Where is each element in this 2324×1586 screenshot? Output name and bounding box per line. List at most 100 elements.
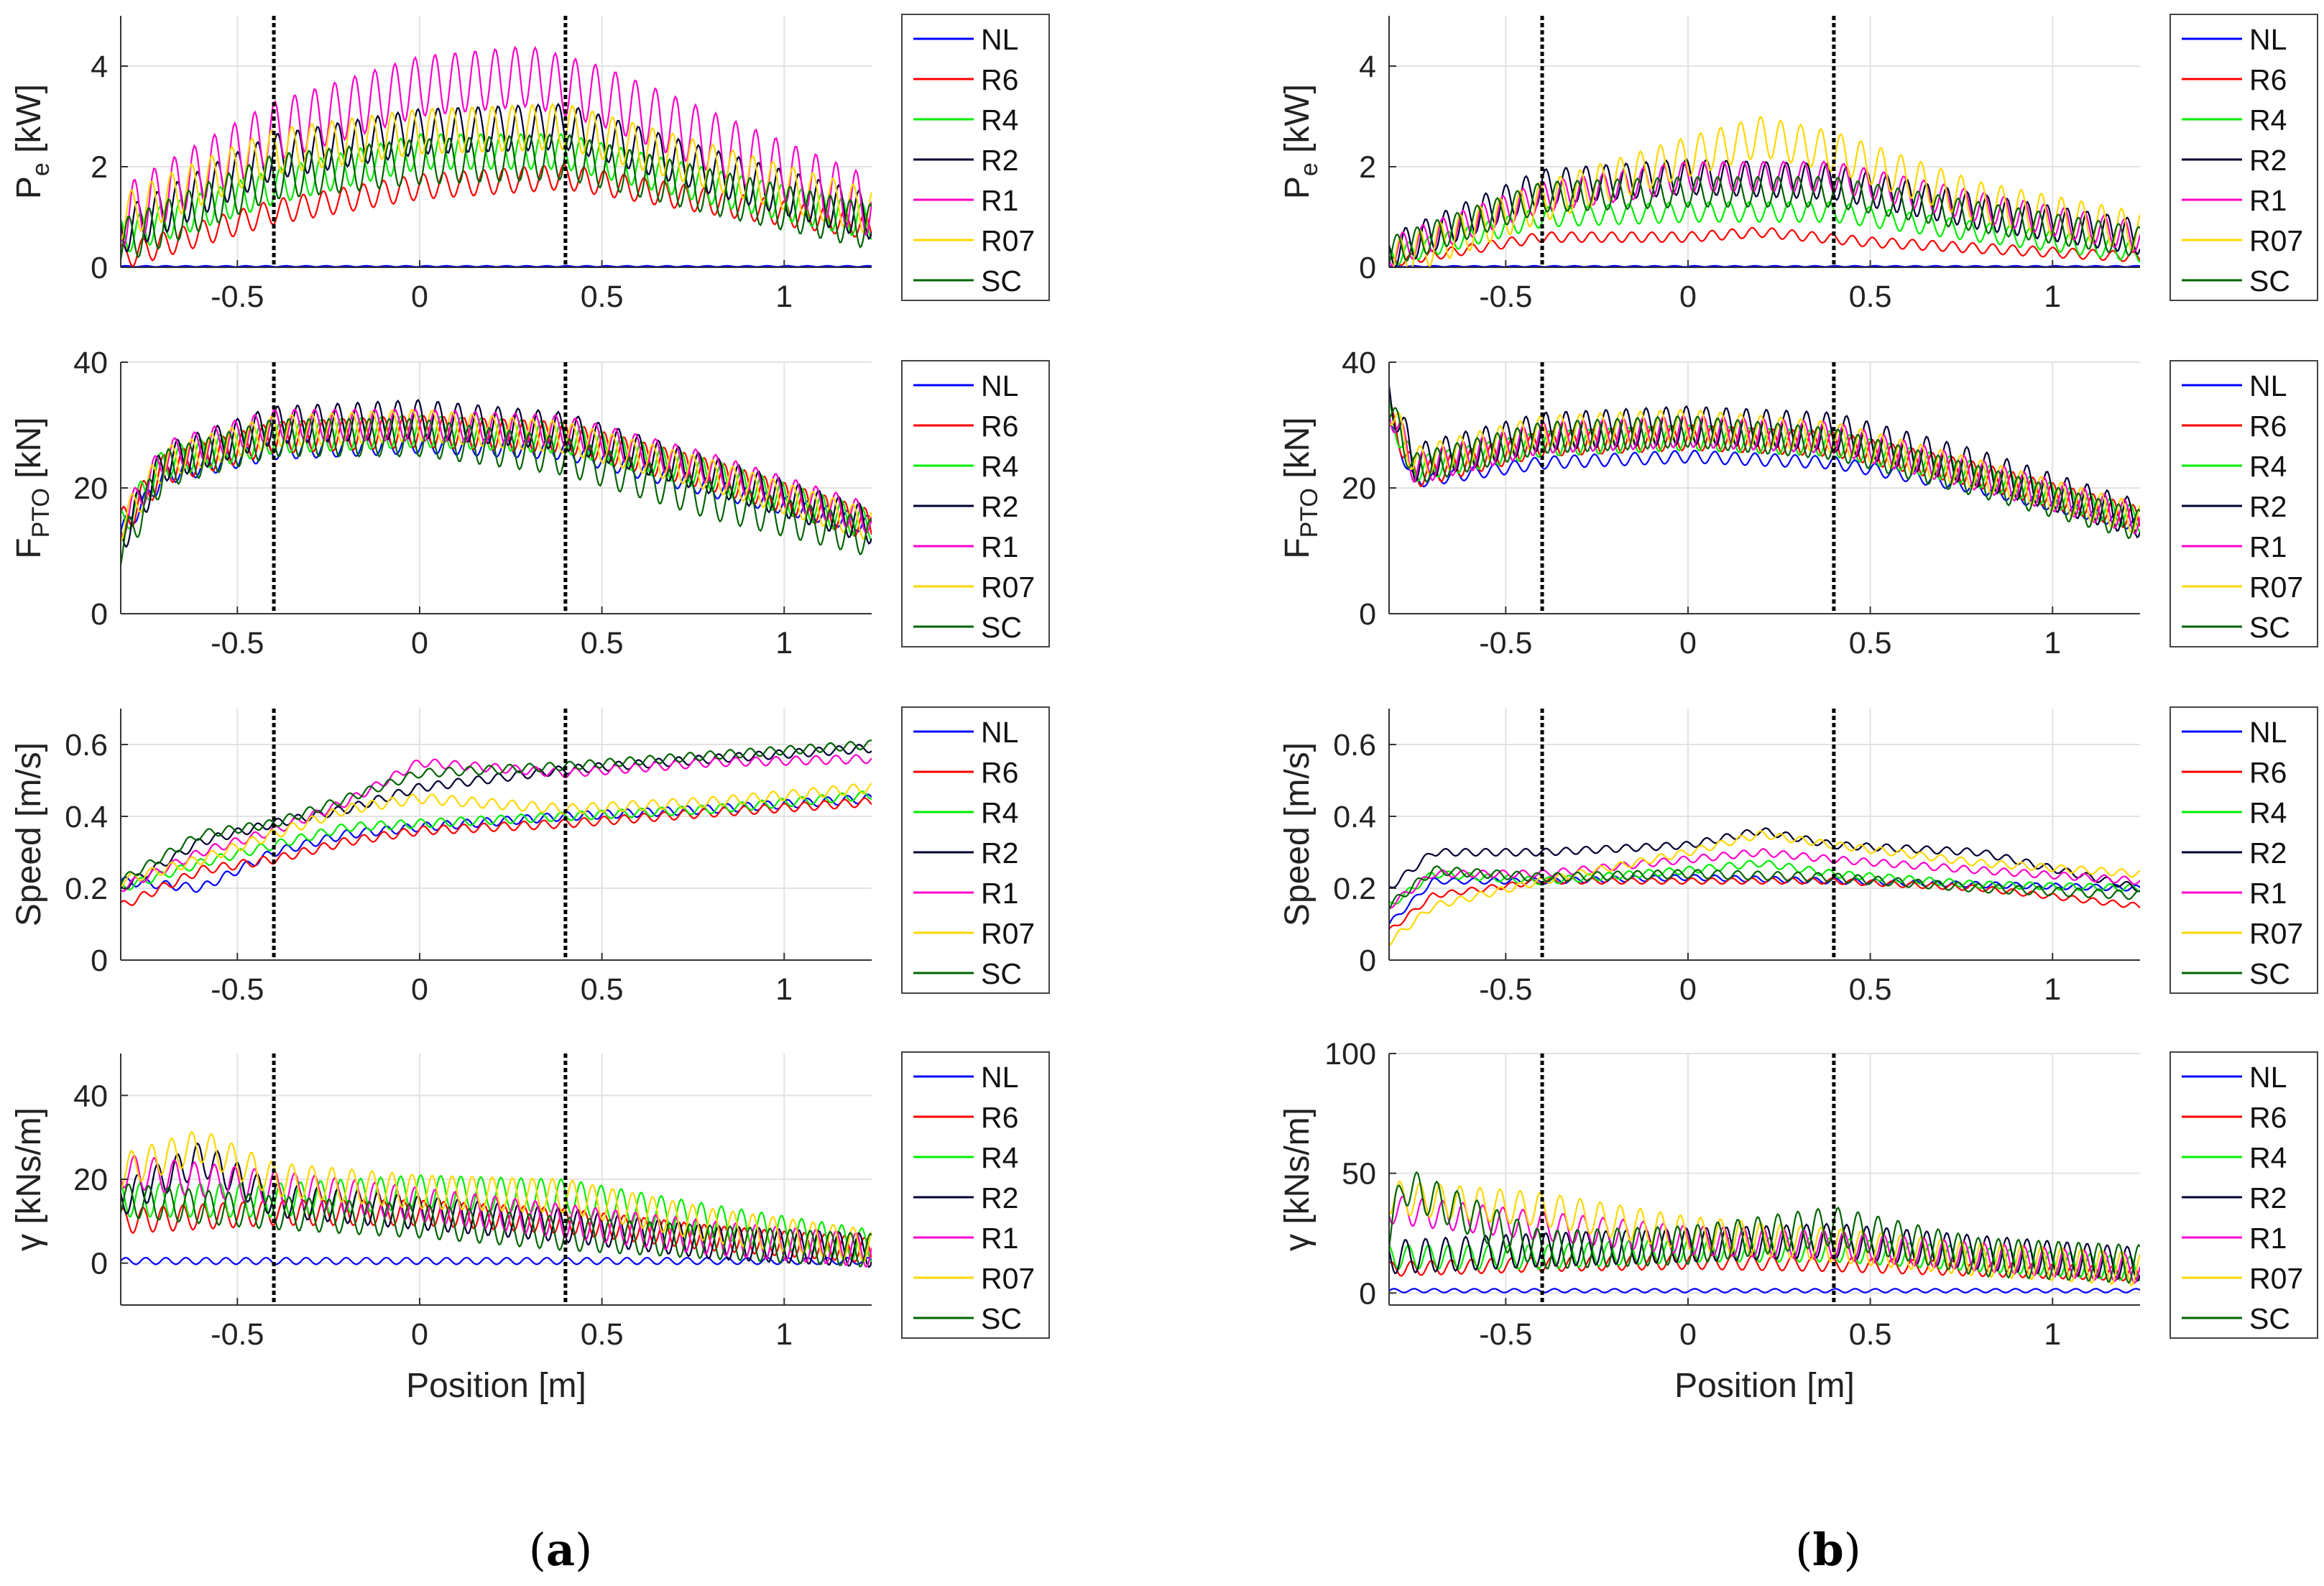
legend-label-R2: R2 [2249,836,2287,870]
series-line-R4 [1389,200,2140,266]
legend-label-R1: R1 [2249,530,2287,563]
legend-label-SC: SC [2249,1302,2290,1335]
x-axis-label: Position [m] [1674,1367,1855,1405]
chart-a-1: -0.5 0 0.5 1 0 20 40 FPTO [kN] NL R6 R4 R2 R1 R07 SC [10,346,1050,660]
y-axis-label-main: F [1278,538,1317,558]
y-tick-label: 0 [1359,597,1376,632]
legend-label-R6: R6 [2249,63,2287,96]
y-tick-label: 100 [1324,1037,1376,1071]
legend-label-R2: R2 [981,1181,1018,1214]
legend-label-R4: R4 [981,1141,1018,1174]
y-axis-label-main: P [1278,176,1317,199]
legend-label-NL: NL [981,716,1018,749]
x-tick-label: 0 [411,1317,428,1352]
charts-layer: -0.5 0 0.5 1 0 2 4 Pe [kW] NL R6 R4 R2 R1 R07 SC -0.5 0 0… [10,14,2318,1405]
legend-label-R6: R6 [2249,1101,2287,1134]
y-tick-label: 0 [91,597,108,632]
y-tick-label: 0 [91,251,108,285]
series-line-R4 [1389,1237,2140,1282]
y-axis-label: FPTO [kN] [1278,417,1323,558]
series-group [121,399,872,566]
y-tick-label: 0 [91,1247,108,1281]
legend-box [2169,14,2318,301]
x-tick-label: -0.5 [211,280,264,314]
series-line-NL [1389,1288,2140,1294]
x-tick-label: -0.5 [1479,1317,1532,1352]
series-line-SC [121,1183,872,1268]
legend-label-SC: SC [981,264,1022,298]
y-tick-label: 0 [91,944,108,978]
series-line-SC [1389,1171,2140,1284]
series-line-R07 [1389,408,2140,534]
series-group [1389,1171,2140,1294]
legend-label-NL: NL [2249,369,2287,402]
y-axis-label-subscript: e [1296,162,1323,176]
legend-box [2169,1051,2318,1339]
legend-label-SC: SC [981,611,1022,644]
legend-label-R2: R2 [2249,1181,2287,1214]
legend-label-R4: R4 [981,103,1018,137]
legend-box [2169,706,2318,994]
series-line-SC [1389,407,2140,540]
legend-label-R07: R07 [981,571,1035,604]
legend-box [2169,360,2318,647]
legend-label-NL: NL [2249,716,2287,749]
x-tick-label: 1 [775,1317,793,1352]
x-tick-label: 1 [2044,280,2061,314]
legend-label-R4: R4 [2249,103,2287,137]
y-tick-label: 40 [1342,346,1376,380]
series-line-NL [121,793,872,893]
legend: NL R6 R4 R2 R1 R07 SC [901,706,1050,994]
series-line-R2 [1389,827,2140,893]
series-line-R6 [1389,226,2140,267]
chart-a-3: -0.5 0 0.5 1 0 20 40 γ [kNs/m] Position [m] NL R6 R… [10,1051,1050,1405]
x-tick-label: 0 [1679,1317,1697,1352]
legend-label-NL: NL [2249,1061,2287,1094]
x-tick-label: 1 [2044,626,2061,660]
legend-label-R1: R1 [2249,1222,2287,1255]
legend-box [901,1051,1050,1339]
series-line-SC [1389,175,2140,264]
plot-area [121,709,872,960]
y-tick-label: 0 [1359,944,1376,978]
y-tick-label: 2 [91,150,108,185]
x-tick-label: 0.5 [1849,972,1892,1007]
legend-label-R1: R1 [981,184,1018,217]
legend-label-R4: R4 [981,796,1018,829]
series-line-SC [121,133,872,260]
series-group [121,739,872,906]
legend-label-R4: R4 [2249,796,2287,829]
y-axis-label-unit: [kN] [10,417,48,488]
series-line-R1 [1389,848,2140,909]
legend-label-R2: R2 [2249,144,2287,177]
x-tick-label: -0.5 [1479,626,1532,660]
y-tick-label: 4 [1359,50,1376,84]
series-group [121,1130,872,1268]
y-axis-label: γ [kNs/m] [1278,1107,1317,1251]
y-axis-label-main: Speed [m/s] [10,742,48,926]
y-axis-label: γ [kNs/m] [10,1107,48,1251]
series-group [121,45,872,267]
series-line-R4 [1389,859,2140,905]
y-axis-label-subscript: PTO [27,488,55,538]
legend-label-R07: R07 [2249,571,2303,604]
legend: NL R6 R4 R2 R1 R07 SC [2169,14,2318,301]
caption-b: (b) [1795,1523,1861,1576]
legend: NL R6 R4 R2 R1 R07 SC [901,360,1050,647]
legend-box [901,14,1050,301]
series-line-R2 [121,102,872,253]
x-tick-label: 1 [775,626,793,660]
chart-a-2: -0.5 0 0.5 1 0 0.2 0.4 0.6 Speed [m/s] NL R6 R4 R2 R1… [10,706,1050,1007]
y-tick-label: 0 [1359,1276,1376,1311]
legend-label-NL: NL [981,23,1018,56]
x-tick-label: -0.5 [1479,972,1532,1007]
y-tick-label: 20 [1342,471,1376,506]
series-line-SC [121,739,872,885]
x-tick-label: -0.5 [211,972,264,1007]
y-axis-label-main: γ [kNs/m] [1278,1107,1317,1251]
y-axis-label-unit: [kW] [10,84,48,162]
y-tick-label: 0.4 [65,800,108,834]
y-axis-label-unit: [kW] [1278,84,1317,162]
legend-label-R07: R07 [981,224,1035,257]
